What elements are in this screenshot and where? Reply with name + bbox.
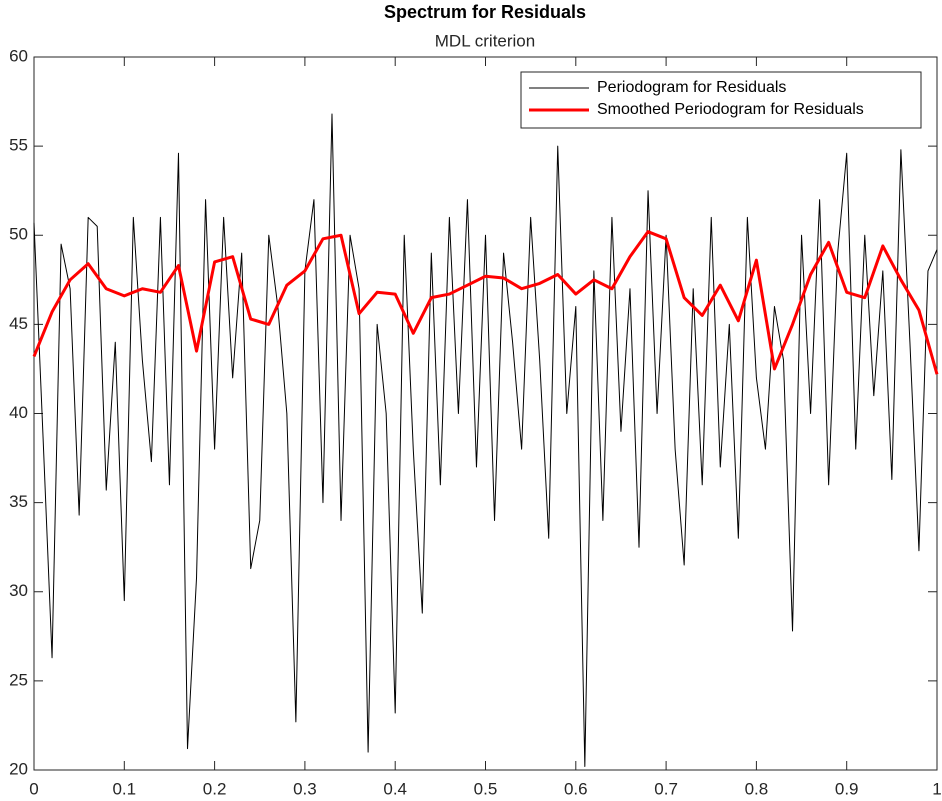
chart-subtitle: MDL criterion [435, 31, 535, 50]
y-tick-label: 25 [9, 670, 28, 689]
plot-frame [33, 56, 938, 771]
y-tick-label: 60 [9, 46, 28, 65]
x-tick-label: 0.7 [654, 779, 678, 798]
y-tick-label: 40 [9, 403, 28, 422]
x-tick-label: 0.9 [835, 779, 859, 798]
legend-box [520, 71, 922, 129]
series-line [33, 113, 938, 767]
legend-label: Periodogram for Residuals [597, 79, 786, 96]
x-tick-label: 0 [29, 779, 38, 798]
x-tick-label: 0.2 [203, 779, 227, 798]
x-tick-label: 0.4 [383, 779, 407, 798]
x-tick-label: 0.1 [112, 779, 136, 798]
y-tick-label: 55 [9, 136, 28, 155]
x-tick-label: 0.6 [564, 779, 588, 798]
series-line [32, 230, 939, 375]
y-tick-label: 50 [9, 225, 28, 244]
y-tick-label: 20 [9, 759, 28, 778]
legend-label: Smoothed Periodogram for Residuals [597, 101, 864, 118]
y-tick-label: 35 [9, 492, 28, 511]
y-tick-label: 30 [9, 581, 28, 600]
x-tick-label: 1 [932, 779, 941, 798]
chart-title: Spectrum for Residuals [384, 2, 586, 22]
x-tick-label: 0.8 [745, 779, 769, 798]
x-tick-label: 0.5 [474, 779, 498, 798]
x-tick-label: 0.3 [293, 779, 317, 798]
y-tick-label: 45 [9, 314, 28, 333]
